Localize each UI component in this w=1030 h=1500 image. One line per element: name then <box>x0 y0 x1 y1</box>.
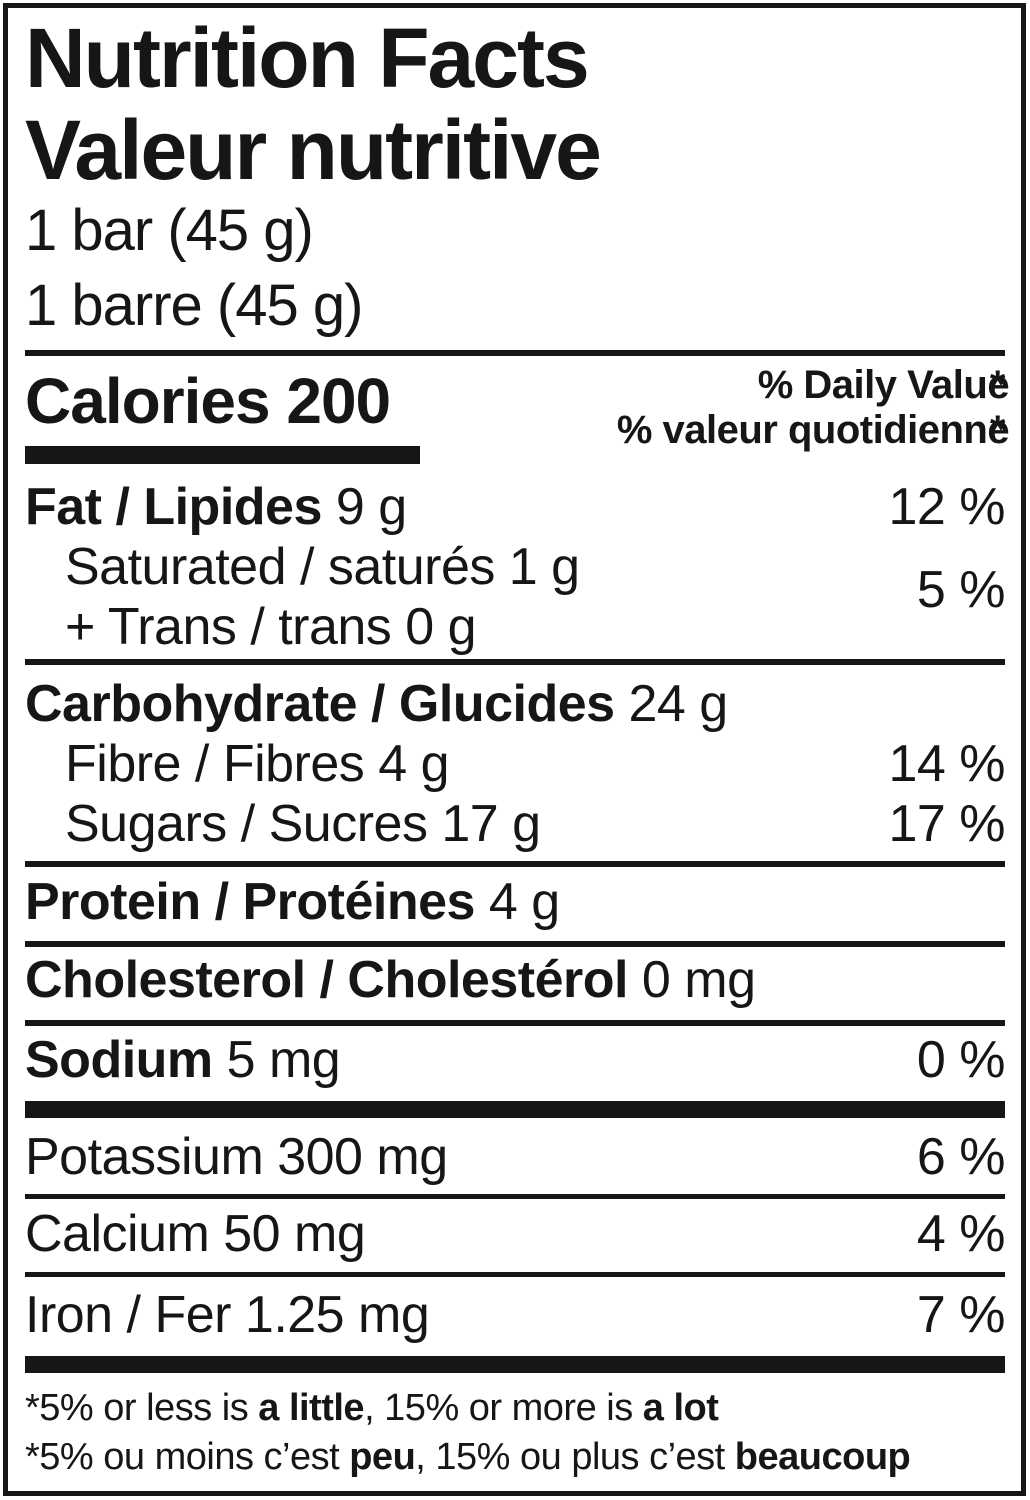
cholesterol-row: Cholesterol / Cholestérol 0 mg <box>25 954 756 1006</box>
thick-bar-above-minerals <box>25 1101 1005 1118</box>
iron-row: Iron / Fer 1.25 mg <box>25 1286 430 1344</box>
trans-fat-row: + Trans / trans 0 g <box>65 598 477 656</box>
footnote-en-a-lot: a lot <box>642 1387 719 1429</box>
rule-under-calcium <box>25 1272 1005 1277</box>
sodium-row: Sodium 5 mg <box>25 1031 341 1089</box>
title-french: Valeur nutritive <box>25 103 602 197</box>
sodium-amount: 5 mg <box>226 1031 341 1089</box>
title-english: Nutrition Facts <box>25 11 590 105</box>
sugars-row: Sugars / Sucres 17 g <box>65 795 541 853</box>
footnote-en-mid: , 15% or more is <box>364 1387 643 1429</box>
daily-value-asterisk-fr: * <box>989 408 1006 452</box>
footnote-en-a-little: a little <box>258 1387 365 1429</box>
footnote-fr-beaucoup: beaucoup <box>734 1436 911 1478</box>
daily-value-asterisk-en: * <box>989 363 1006 407</box>
sodium-daily-value: 0 % <box>916 1031 1006 1089</box>
calories-label: Calories <box>25 365 271 437</box>
daily-value-header-fr-text: % valeur quotidienne <box>616 408 1010 452</box>
rule-under-protein <box>25 941 1005 947</box>
rule-under-fat <box>25 659 1005 665</box>
footnote-en-pre: *5% or less is <box>25 1387 259 1429</box>
protein-name: Protein / Protéines <box>25 873 475 931</box>
daily-value-header-english: % Daily Value* <box>758 363 1010 407</box>
fibre-daily-value: 14 % <box>888 735 1005 793</box>
sodium-name: Sodium <box>25 1031 213 1089</box>
fibre-row: Fibre / Fibres 4 g <box>65 735 450 793</box>
fat-row: Fat / Lipides 9 g <box>25 481 407 533</box>
carbohydrate-name: Carbohydrate / Glucides <box>25 675 615 733</box>
carbohydrate-row: Carbohydrate / Glucides 24 g <box>25 678 728 730</box>
rule-under-carbohydrate <box>25 861 1005 867</box>
label-border <box>3 3 1026 1496</box>
rule-under-cholesterol <box>25 1020 1005 1026</box>
carbohydrate-amount: 24 g <box>628 675 729 733</box>
serving-size-french: 1 barre (45 g) <box>25 273 363 338</box>
serving-size-english: 1 bar (45 g) <box>25 198 314 263</box>
cholesterol-name: Cholesterol / Cholestérol <box>25 951 628 1009</box>
daily-value-header-en-text: % Daily Value <box>757 363 1010 407</box>
calories-underline-bar <box>25 446 420 464</box>
fat-amount: 9 g <box>335 478 407 536</box>
calories-row: Calories 200 <box>25 369 391 433</box>
sugars-daily-value: 17 % <box>888 795 1005 853</box>
footnote-french: *5% ou moins c’est peu, 15% ou plus c’es… <box>25 1436 911 1478</box>
protein-row: Protein / Protéines 4 g <box>25 876 560 928</box>
cholesterol-amount: 0 mg <box>641 951 756 1009</box>
fat-daily-value: 12 % <box>888 478 1005 536</box>
footnote-english: *5% or less is a little, 15% or more is … <box>25 1387 719 1429</box>
saturated-trans-daily-value: 5 % <box>916 561 1006 619</box>
footnote-fr-mid: , 15% ou plus c’est <box>415 1436 735 1478</box>
thick-bar-above-footnote <box>25 1356 1005 1373</box>
saturated-fat-row: Saturated / saturés 1 g <box>65 538 580 596</box>
potassium-daily-value: 6 % <box>916 1128 1006 1186</box>
iron-daily-value: 7 % <box>916 1286 1006 1344</box>
potassium-row: Potassium 300 mg <box>25 1128 448 1186</box>
calcium-row: Calcium 50 mg <box>25 1205 366 1263</box>
protein-amount: 4 g <box>488 873 560 931</box>
fat-name: Fat / Lipides <box>25 478 322 536</box>
rule-under-potassium <box>25 1194 1005 1199</box>
calcium-daily-value: 4 % <box>916 1205 1006 1263</box>
calories-value: 200 <box>286 365 391 437</box>
rule-under-serving <box>25 350 1005 356</box>
daily-value-header-french: % valeur quotidienne* <box>617 408 1010 452</box>
footnote-fr-pre: *5% ou moins c’est <box>25 1436 350 1478</box>
footnote-fr-peu: peu <box>349 1436 416 1478</box>
